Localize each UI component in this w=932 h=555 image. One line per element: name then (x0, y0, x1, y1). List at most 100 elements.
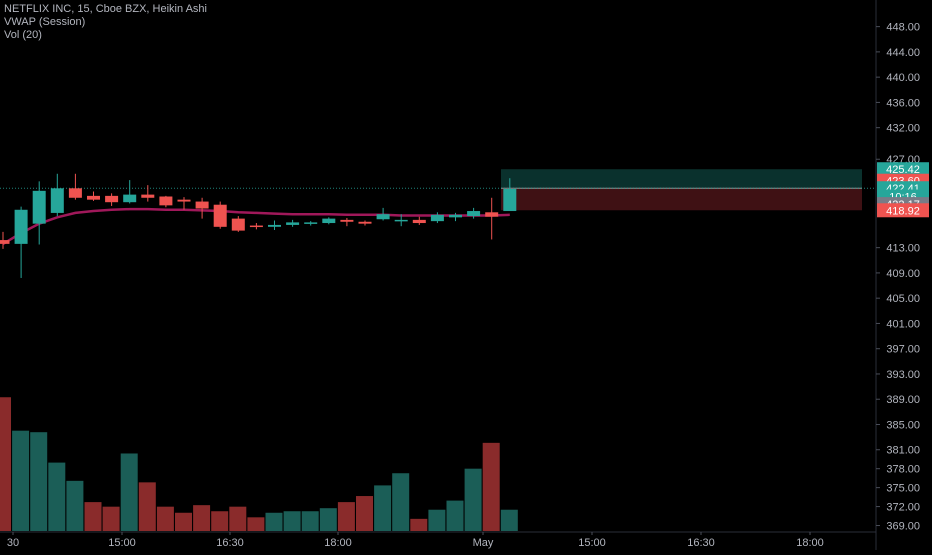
candle-body (177, 199, 191, 202)
candle (394, 214, 408, 227)
candle (286, 219, 300, 227)
volume-bar (356, 496, 373, 531)
candle (322, 217, 336, 225)
candle-body (213, 204, 227, 227)
vwap-series (2, 207, 510, 245)
candle (412, 216, 426, 225)
candle-body (0, 240, 10, 244)
candle-body (159, 196, 173, 206)
candle-body (449, 214, 462, 218)
candle (159, 195, 173, 208)
volume-bar (247, 517, 265, 531)
volume-bar (392, 473, 410, 531)
candle-body (340, 219, 354, 222)
price-tick-label: 385.00 (886, 419, 920, 431)
candle (213, 201, 227, 229)
time-axis: 30 15:00 16:30 18:00 May 15:00 16:30 18:00 (7, 532, 824, 549)
time-tick-label: 15:00 (578, 537, 606, 549)
price-tick-label: 389.00 (886, 394, 920, 406)
volume-bar (48, 462, 66, 531)
candle-body (68, 188, 82, 198)
candle (68, 173, 82, 200)
candle-body (394, 219, 408, 222)
price-tick-label: 375.00 (886, 483, 920, 495)
price-label-bg (877, 203, 929, 218)
time-tick-label: 15:00 (108, 537, 136, 549)
volume-bar (120, 453, 138, 531)
candle-body (467, 211, 481, 217)
volume-bar (138, 482, 156, 531)
candle-body (304, 222, 318, 224)
volume-bar (337, 502, 355, 531)
volume-bar (301, 511, 319, 531)
price-tick-label: 432.00 (886, 123, 920, 135)
candle-body (231, 218, 245, 231)
volume-bar (102, 506, 120, 531)
candle-body (485, 212, 499, 217)
volume-bar (66, 480, 84, 531)
volume-bar (30, 432, 48, 531)
time-tick-label: 16:30 (687, 537, 715, 549)
candle (340, 217, 354, 227)
candle (430, 212, 444, 224)
price-tick-label: 405.00 (886, 293, 920, 305)
volume-bar (464, 468, 482, 531)
candle-body (430, 214, 444, 222)
price-label-text: 418.92 (886, 205, 920, 217)
price-label-badge: 425.42 (877, 162, 929, 177)
volume-bar (410, 518, 428, 531)
position-box (0, 169, 876, 211)
candle (358, 220, 372, 226)
price-labels: 425.42423.60422.4110:16422.17418.92 (877, 162, 929, 218)
volume-bar (283, 511, 301, 531)
price-tick-label: 397.00 (886, 344, 920, 356)
volume-bar (0, 397, 11, 531)
candle (467, 207, 481, 219)
price-label-text: 425.42 (886, 164, 920, 176)
candles (0, 173, 517, 278)
candle-body (32, 190, 46, 224)
candle (87, 191, 100, 201)
price-tick-label: 393.00 (886, 369, 920, 381)
candle-body (50, 188, 64, 213)
volume-bar (211, 511, 229, 531)
candle (376, 207, 390, 221)
candle (249, 223, 263, 230)
price-tick-label: 372.00 (886, 502, 920, 514)
price-label-bg (877, 162, 929, 177)
volume-bar (156, 506, 174, 531)
price-tick-label: 448.00 (886, 22, 920, 34)
legend-symbol[interactable]: NETFLIX INC, 15, Cboe BZX, Heikin Ashi (4, 3, 207, 15)
volume-bar (374, 485, 392, 531)
volume-bar (482, 442, 500, 531)
candle (503, 178, 517, 212)
candle-body (14, 209, 28, 244)
time-tick-label: 18:00 (796, 537, 824, 549)
candle (123, 180, 137, 204)
candle-body (141, 194, 155, 198)
candle (141, 185, 155, 202)
candle (0, 231, 10, 249)
candle (14, 206, 28, 278)
price-tick-label: 409.00 (886, 268, 920, 280)
position-profit-zone (501, 169, 862, 189)
candle (231, 216, 245, 232)
candle-body (195, 201, 209, 209)
candle-body (249, 225, 263, 228)
legend-volume[interactable]: Vol (20) (4, 29, 42, 41)
chart-legend: NETFLIX INC, 15, Cboe BZX, Heikin Ashi V… (4, 3, 207, 42)
candle-body (87, 195, 100, 200)
candle-body (105, 195, 119, 203)
candle-body (376, 214, 390, 220)
volume-bar (193, 505, 211, 531)
time-tick-label: 30 (7, 537, 19, 549)
volume-bars (0, 397, 518, 531)
legend-vwap[interactable]: VWAP (Session) (4, 16, 86, 28)
volume-bar (229, 506, 247, 531)
price-axis: 448.00444.00440.00436.00432.00427.00413.… (876, 22, 920, 533)
price-tick-label: 413.00 (886, 243, 920, 255)
volume-bar (265, 512, 283, 531)
